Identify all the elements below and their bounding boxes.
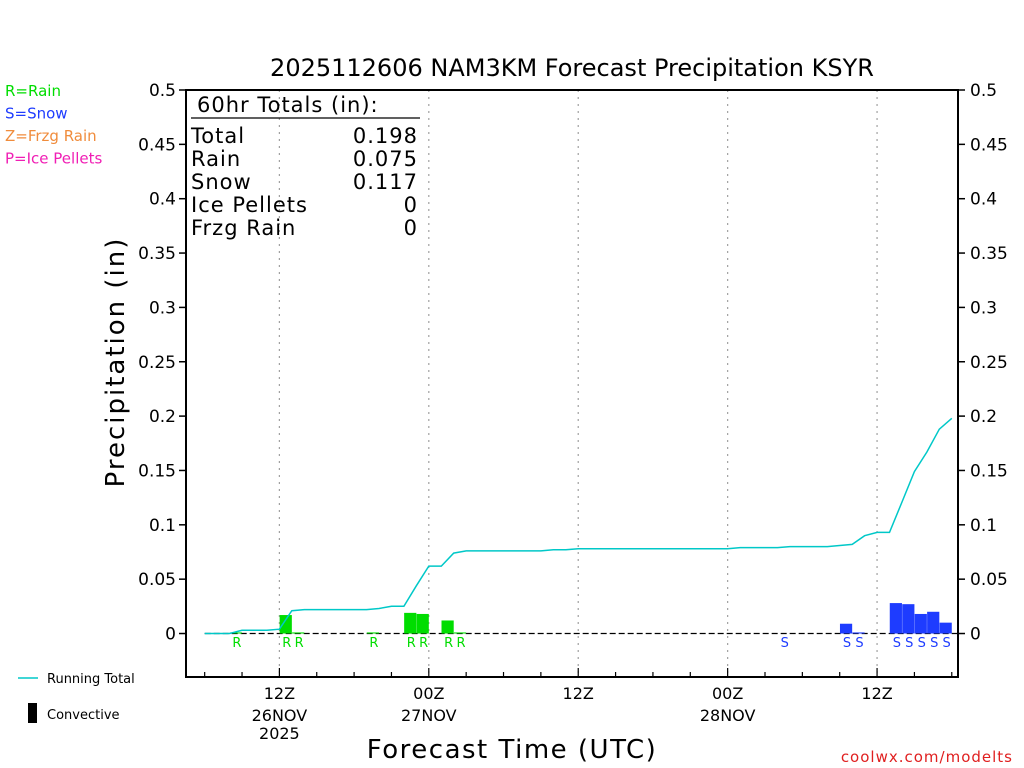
totals-row-value: 0.117	[353, 170, 418, 194]
y-tick-label-right: 0.25	[970, 353, 1008, 373]
y-tick-label-left: 0.2	[149, 407, 176, 427]
x-tick-label: 00Z	[712, 684, 743, 703]
y-tick-label-left: 0.05	[138, 570, 176, 590]
y-tick-label-right: 0	[970, 625, 981, 645]
totals-row-value: 0	[404, 193, 418, 217]
y-tick-label-left: 0.35	[138, 244, 176, 264]
precip-type-letter: R	[232, 636, 241, 651]
legend-entry: P=Ice Pellets	[5, 150, 102, 168]
totals-row-label: Frzg Rain	[191, 216, 296, 240]
y-tick-label-right: 0.5	[970, 81, 997, 101]
precip-type-letter: S	[855, 636, 863, 651]
chart-title: 2025112606 NAM3KM Forecast Precipitation…	[270, 54, 874, 82]
x-tick-date: 27NOV	[401, 706, 457, 725]
legend-entry: Z=Frzg Rain	[5, 127, 97, 145]
precip-type-letter: R	[457, 636, 466, 651]
credit-text: coolwx.com/modelts	[841, 748, 1013, 766]
x-axis-label: Forecast Time (UTC)	[367, 735, 658, 765]
totals-row-label: Ice Pellets	[191, 193, 308, 217]
y-tick-label-left: 0.25	[138, 353, 176, 373]
y-tick-label-left: 0.5	[149, 81, 176, 101]
precip-type-letter: R	[295, 636, 304, 651]
precip-type-letter: S	[781, 636, 789, 651]
y-tick-label-left: 0	[165, 625, 176, 645]
precip-bar	[441, 620, 454, 634]
x-tick-date: 26NOV	[252, 706, 308, 725]
precip-type-letter: R	[444, 636, 453, 651]
y-axis-right: 0 0.05 0.1 0.15 0.2 0.25 0.3 0.35 0.4 0.45 0.5	[958, 81, 1008, 645]
precip-type-letter: S	[893, 636, 901, 651]
y-tick-label-left: 0.3	[149, 298, 176, 318]
totals-row-label: Snow	[191, 170, 252, 194]
totals-row-value: 0	[404, 216, 418, 240]
precip-bar	[229, 632, 243, 634]
precip-bar	[927, 611, 940, 634]
legend-swatch-bar	[28, 703, 37, 723]
precip-type-letter: R	[419, 636, 428, 651]
totals-row-label: Rain	[191, 147, 241, 171]
precip-type-letter: S	[918, 636, 926, 651]
legend-label: Convective	[47, 708, 120, 723]
y-tick-label-left: 0.45	[138, 135, 176, 155]
y-tick-label-left: 0.15	[138, 461, 176, 481]
precip-bar	[416, 613, 429, 634]
y-tick-label-right: 0.1	[970, 516, 997, 536]
totals-row-value: 0.198	[353, 124, 418, 148]
precip-type-letter: R	[407, 636, 416, 651]
precip-bar	[939, 622, 952, 634]
totals-header: 60hr Totals (in):	[197, 93, 379, 117]
x-tick-label: 12Z	[563, 684, 594, 703]
precip-bar	[902, 604, 915, 634]
x-tick-label: 12Z	[264, 684, 295, 703]
precip-bar	[404, 612, 417, 634]
y-tick-label-right: 0.15	[970, 461, 1008, 481]
totals-box: 60hr Totals (in): Total 0.198 Rain 0.075 Sno…	[190, 93, 420, 240]
precip-type-letter: R	[282, 636, 291, 651]
y-tick-label-left: 0.1	[149, 516, 176, 536]
precip-bar	[279, 615, 292, 634]
precip-type-letter: S	[943, 636, 951, 651]
precip-type-legend: R=Rain S=Snow Z=Frzg Rain P=Ice Pellets	[5, 82, 102, 168]
y-tick-label-right: 0.35	[970, 244, 1008, 264]
precip-bar	[839, 623, 853, 634]
y-tick-label-left: 0.4	[149, 190, 176, 210]
y-tick-label-right: 0.2	[970, 407, 997, 427]
plot-frame	[185, 89, 959, 678]
precip-type-letter: S	[930, 636, 938, 651]
y-tick-label-right: 0.4	[970, 190, 997, 210]
precip-type-letter: S	[905, 636, 913, 651]
totals-row-label: Total	[190, 124, 245, 148]
x-tick-year: 2025	[259, 724, 300, 743]
precip-bars	[229, 603, 952, 634]
series-legend: Running Total Convective	[18, 672, 135, 723]
running-total-line	[204, 417, 953, 635]
y-tick-label-right: 0.45	[970, 135, 1008, 155]
totals-row-value: 0.075	[353, 147, 418, 171]
precip-type-letter: R	[369, 636, 378, 651]
y-axis-label: Precipitation (in)	[101, 237, 131, 488]
y-axis-left: 0 0.05 0.1 0.15 0.2 0.25 0.3 0.35 0.4 0.45 0.5	[138, 81, 186, 645]
legend-entry: S=Snow	[5, 105, 68, 123]
legend-label: Running Total	[47, 672, 135, 687]
precip-bar	[852, 632, 865, 634]
precip-bar	[453, 632, 467, 634]
precip-type-letter: S	[843, 636, 851, 651]
x-tick-label: 00Z	[413, 684, 444, 703]
y-tick-label-right: 0.05	[970, 570, 1008, 590]
x-tick-date: 28NOV	[700, 706, 756, 725]
precip-bar	[914, 613, 927, 634]
y-tick-label-right: 0.3	[970, 298, 997, 318]
precip-bar	[366, 632, 379, 634]
x-tick-label: 12Z	[861, 684, 892, 703]
precip-bar	[292, 632, 305, 634]
precip-bar	[889, 603, 902, 634]
legend-entry: R=Rain	[5, 82, 61, 100]
